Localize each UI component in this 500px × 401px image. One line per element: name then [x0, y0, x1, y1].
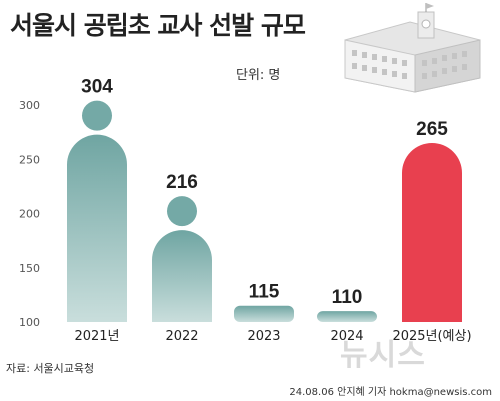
bar-body	[317, 311, 377, 322]
category-label: 2025년(예상)	[392, 329, 471, 344]
y-tick-label: 300	[19, 99, 40, 112]
category-label: 2023	[247, 329, 280, 344]
value-label: 265	[416, 119, 448, 140]
credit-line: 24.08.06 안지혜 기자 hokma@newsis.com	[289, 387, 492, 398]
bar-head	[82, 100, 112, 131]
category-label: 2021년	[74, 329, 119, 344]
y-axis: 100 150 200 250 300	[19, 99, 40, 329]
bar-body	[402, 142, 462, 322]
newsis-watermark: 뉴시스	[340, 338, 426, 373]
bar-body	[67, 134, 127, 322]
bar	[317, 311, 377, 322]
bar	[67, 100, 127, 322]
chart-title: 서울시 공립초 교사 선발 규모	[10, 11, 306, 40]
bar-head	[167, 196, 197, 227]
value-label: 115	[249, 282, 280, 303]
value-label: 110	[332, 287, 363, 308]
value-label: 216	[166, 172, 198, 193]
bars-group	[67, 100, 462, 322]
bar	[234, 305, 294, 322]
labels-group: 304 2021년 216 2022 115 2023 110 2024 265 2025년(예상…	[74, 77, 471, 344]
source-note: 자료: 서울시교육청	[6, 362, 95, 375]
y-tick-label: 200	[19, 208, 40, 221]
school-building-icon	[344, 3, 481, 93]
bar-body	[152, 230, 212, 322]
y-tick-label: 100	[19, 316, 40, 329]
bar-body	[234, 305, 294, 322]
category-label: 2024	[330, 329, 363, 344]
unit-label: 단위: 명	[236, 68, 281, 83]
y-tick-label: 250	[19, 153, 40, 166]
y-tick-label: 150	[19, 262, 40, 275]
bar	[152, 196, 212, 322]
value-label: 304	[81, 77, 113, 98]
bar	[402, 142, 462, 322]
category-label: 2022	[165, 329, 198, 344]
